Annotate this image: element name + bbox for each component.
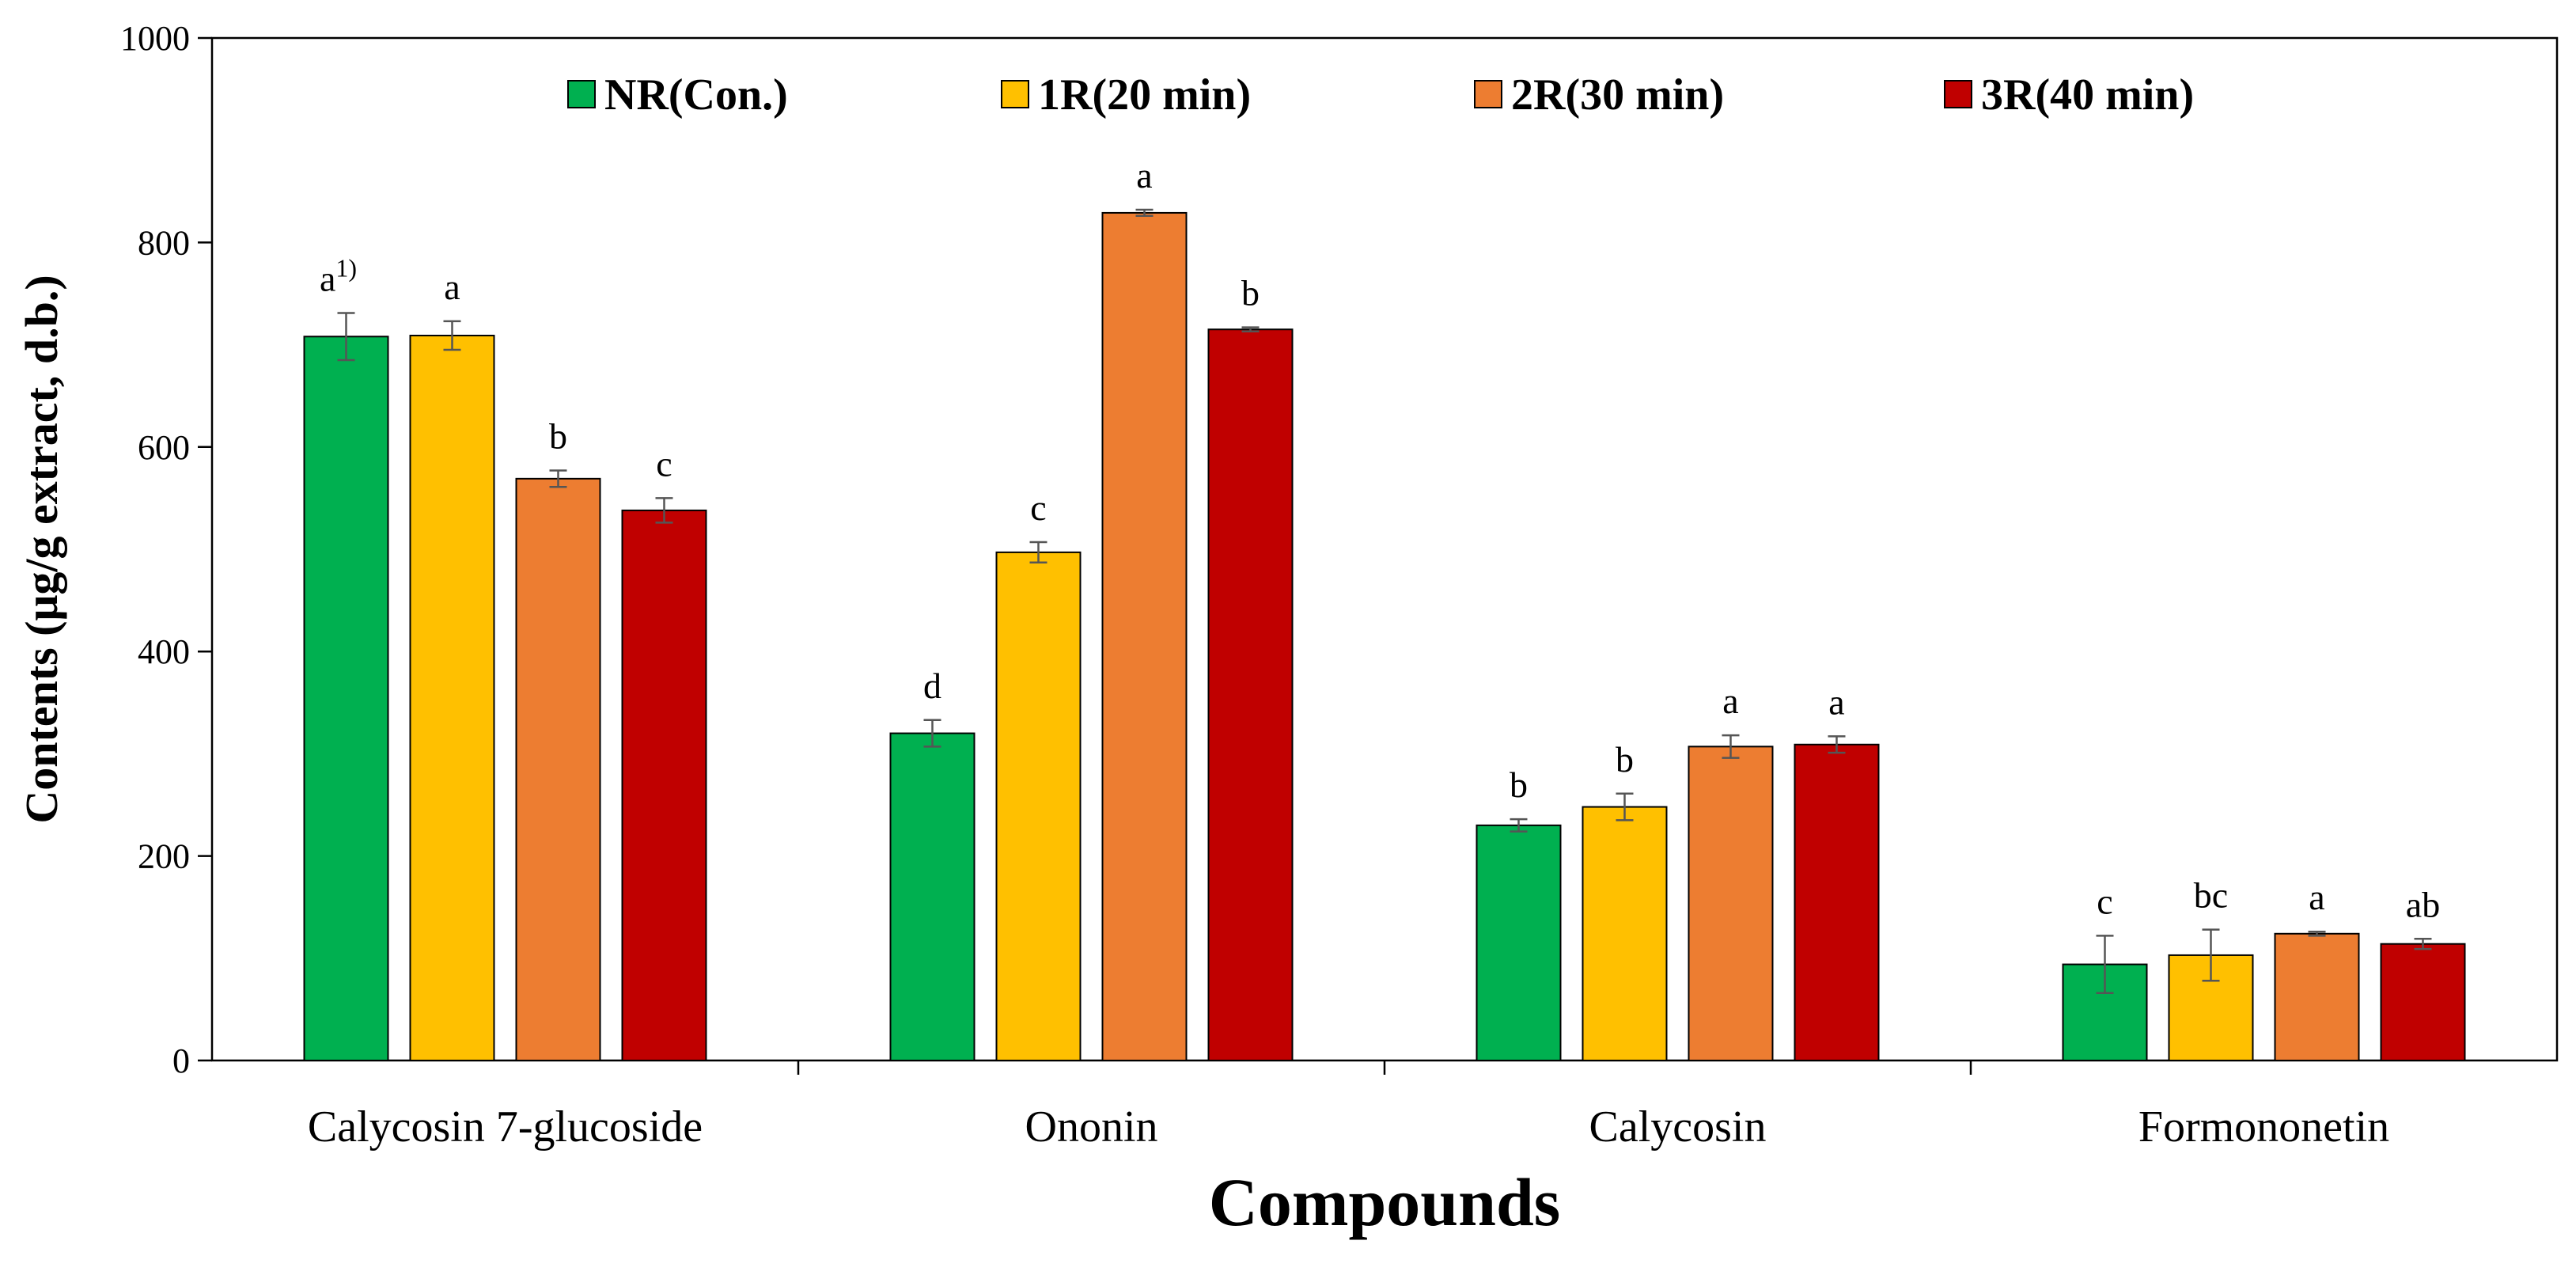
significance-label: bc (2194, 875, 2228, 916)
x-axis: Calycosin 7-glucoside Ononin Calycosin Form… (308, 1060, 2389, 1151)
bar (2380, 943, 2466, 1062)
legend-label: 2R(30 min) (1511, 70, 1724, 120)
legend-label: NR(Con.) (604, 70, 788, 120)
y-tick-label: 200 (138, 837, 190, 876)
y-tick-label: 400 (138, 632, 190, 671)
bar (1794, 743, 1880, 1061)
significance-label: a (1828, 681, 1844, 722)
bars-layer (303, 211, 2466, 1062)
significance-label: b (549, 416, 567, 457)
y-tick-label: 1000 (120, 19, 190, 58)
y-tick-label: 600 (138, 428, 190, 467)
error-bars-layer (337, 208, 2432, 994)
legend-swatch (1001, 80, 1029, 108)
x-tick-label: Calycosin (1589, 1102, 1767, 1151)
significance-label: c (656, 443, 672, 484)
y-tick-label: 800 (138, 223, 190, 262)
bar (889, 732, 975, 1061)
significance-label: b (1510, 764, 1528, 805)
footnote-mark: 1) (335, 254, 357, 283)
bar (409, 334, 495, 1061)
bar (1207, 328, 1294, 1062)
bar (303, 336, 389, 1062)
bar (515, 477, 601, 1061)
legend-swatch (567, 80, 596, 108)
legend: NR(Con.) 1R(20 min) 2R(30 min) 3R(40 min) (567, 70, 2194, 120)
significance-label: b (1616, 739, 1634, 780)
significance-label: a (1722, 681, 1738, 721)
significance-label: ab (2406, 884, 2440, 924)
bar (1101, 211, 1188, 1061)
legend-swatch (1474, 80, 1502, 108)
bar (1582, 806, 1668, 1061)
significance-label: a (444, 267, 460, 307)
bar (1688, 746, 1774, 1062)
bar (2274, 932, 2360, 1061)
significance-label: c (2097, 881, 2112, 921)
legend-label: 1R(20 min) (1038, 70, 1251, 120)
bar (621, 509, 707, 1061)
x-tick-label: Ononin (1025, 1102, 1158, 1151)
y-axis: 0 200 400 600 800 1000 (120, 19, 212, 1080)
x-tick-label: Calycosin 7-glucoside (308, 1102, 703, 1151)
y-axis-title: Contents (μg/g extract, d.b.) (16, 275, 67, 823)
bar (995, 551, 1082, 1061)
significance-label: a (2309, 877, 2324, 917)
significance-label: a (1136, 155, 1152, 195)
x-axis-title: Compounds (1209, 1164, 1561, 1240)
plot-area (210, 36, 2559, 1062)
y-tick-label: 0 (172, 1041, 190, 1080)
significance-label: d (923, 666, 941, 706)
x-tick-label: Formononetin (2138, 1102, 2389, 1151)
legend-label: 3R(40 min) (1981, 70, 2194, 120)
significance-label: c (1030, 488, 1046, 528)
legend-swatch (1944, 80, 1972, 108)
bar (1476, 824, 1562, 1061)
significance-label: b (1241, 273, 1260, 313)
